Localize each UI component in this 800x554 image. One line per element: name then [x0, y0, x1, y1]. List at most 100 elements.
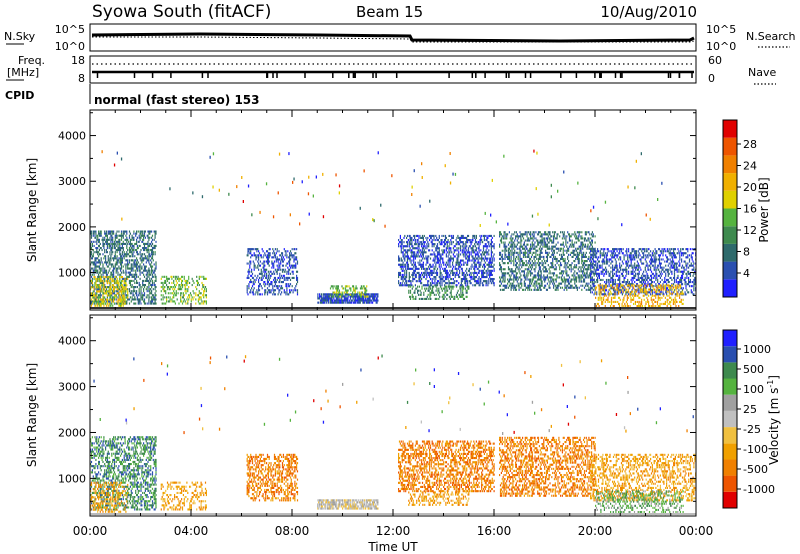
echo-cell [474, 263, 476, 266]
echo-cell [502, 284, 504, 287]
echo-cell [117, 259, 119, 262]
echo-cell [344, 289, 347, 292]
echo-cell [255, 256, 257, 259]
echo-cell [118, 292, 120, 295]
echo-cell [104, 271, 106, 274]
echo-cell [426, 257, 428, 260]
echo-cell [452, 263, 454, 266]
echo-cell [544, 284, 546, 287]
echo-cell [420, 297, 422, 300]
echo-cell [440, 243, 442, 246]
echo-cell [110, 296, 112, 299]
echo-cell [340, 299, 342, 302]
echo-cell [539, 235, 541, 238]
echo-cell [452, 265, 454, 268]
echo-cell [435, 276, 437, 279]
echo-cell [109, 251, 111, 254]
echo-cell [491, 280, 493, 283]
echo-cell [444, 276, 447, 279]
echo-cell [451, 251, 453, 254]
echo-cell [352, 295, 354, 298]
echo-cell [521, 278, 523, 281]
echo-cell [480, 263, 482, 266]
echo-cell [270, 270, 272, 273]
echo-cell [104, 267, 106, 270]
echo-cell [148, 273, 150, 276]
echo-cell [143, 300, 145, 303]
echo-cell [356, 299, 358, 302]
echo-cell [289, 254, 291, 257]
echo-cell [492, 278, 494, 281]
echo-cell [401, 278, 403, 281]
echo-cell [490, 243, 492, 246]
echo-cell [154, 292, 156, 295]
echo-cell [515, 255, 517, 258]
echo-cell [134, 290, 136, 293]
echo-cell [527, 253, 529, 256]
echo-cell [516, 247, 518, 250]
echo-cell [263, 264, 265, 267]
echo-cell [137, 294, 139, 297]
echo-cell [291, 276, 293, 279]
echo-cell [135, 273, 137, 276]
echo-cell [199, 296, 201, 299]
echo-cell [104, 300, 106, 303]
echo-cell [100, 302, 102, 305]
echo-cell [139, 244, 141, 247]
echo-cell [115, 271, 117, 274]
echo-cell [127, 259, 129, 262]
echo-cell [429, 263, 432, 266]
echo-cell [117, 282, 119, 285]
echo-cell [95, 280, 97, 283]
echo-cell [409, 289, 412, 292]
echo-cell [167, 300, 169, 303]
echo-cell [549, 255, 551, 258]
echo-cell [139, 230, 141, 233]
echo-cell [364, 299, 366, 302]
echo-cell [276, 250, 278, 253]
echo-cell [462, 287, 465, 290]
echo-cell [407, 239, 409, 242]
echo-cell [267, 289, 269, 292]
echo-cell [286, 291, 288, 294]
echo-cell [116, 261, 118, 264]
echo-cell [415, 253, 417, 256]
echo-cell [96, 257, 98, 260]
echo-cell [92, 269, 94, 272]
echo-cell [401, 263, 403, 266]
echo-cell [453, 251, 455, 254]
echo-cell [104, 296, 106, 299]
echo-cell [521, 245, 523, 248]
echo-cell [155, 263, 157, 266]
echo-cell [151, 244, 153, 247]
echo-cell [465, 282, 467, 285]
echo-cell [404, 253, 406, 256]
echo-cell [166, 275, 168, 278]
echo-cell [516, 251, 518, 254]
echo-cell [477, 282, 479, 285]
echo-cell [136, 236, 138, 239]
echo-cell [485, 243, 487, 246]
echo-cell [277, 293, 279, 296]
echo-cell [533, 288, 535, 291]
echo-cell [530, 235, 532, 238]
echo-cell [125, 300, 127, 303]
echo-cell [441, 278, 443, 281]
echo-cell [116, 242, 118, 245]
echo-cell [97, 261, 99, 264]
echo-cell [478, 265, 480, 268]
echo-cell [110, 294, 112, 297]
echo-cell [139, 273, 141, 276]
echo-cell [465, 257, 467, 260]
echo-cell [129, 249, 131, 252]
echo-cell [406, 249, 409, 252]
echo-cell [450, 282, 452, 285]
echo-cell [544, 278, 546, 281]
echo-cell [164, 286, 166, 289]
echo-cell [95, 267, 97, 270]
echo-cell [414, 267, 416, 270]
echo-cell [414, 234, 416, 237]
echo-cell [106, 242, 108, 245]
echo-cell [463, 245, 465, 248]
echo-cell [530, 278, 532, 281]
